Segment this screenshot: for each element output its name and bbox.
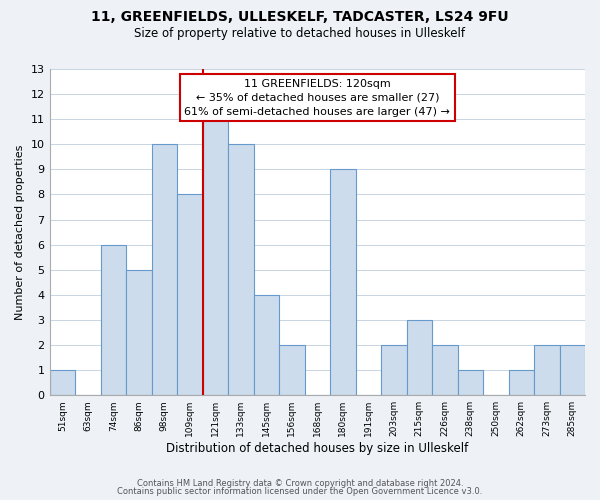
- Text: Size of property relative to detached houses in Ulleskelf: Size of property relative to detached ho…: [134, 28, 466, 40]
- Bar: [407, 320, 432, 395]
- Bar: [432, 345, 458, 395]
- Bar: [177, 194, 203, 395]
- Text: 11, GREENFIELDS, ULLESKELF, TADCASTER, LS24 9FU: 11, GREENFIELDS, ULLESKELF, TADCASTER, L…: [91, 10, 509, 24]
- Text: 11 GREENFIELDS: 120sqm
← 35% of detached houses are smaller (27)
61% of semi-det: 11 GREENFIELDS: 120sqm ← 35% of detached…: [184, 79, 450, 117]
- Y-axis label: Number of detached properties: Number of detached properties: [15, 144, 25, 320]
- Bar: [228, 144, 254, 395]
- Bar: [126, 270, 152, 395]
- Bar: [50, 370, 75, 395]
- Bar: [152, 144, 177, 395]
- Bar: [254, 295, 279, 395]
- Bar: [509, 370, 534, 395]
- Text: Contains public sector information licensed under the Open Government Licence v3: Contains public sector information licen…: [118, 487, 482, 496]
- Bar: [279, 345, 305, 395]
- X-axis label: Distribution of detached houses by size in Ulleskelf: Distribution of detached houses by size …: [166, 442, 469, 455]
- Bar: [560, 345, 585, 395]
- Bar: [381, 345, 407, 395]
- Text: Contains HM Land Registry data © Crown copyright and database right 2024.: Contains HM Land Registry data © Crown c…: [137, 478, 463, 488]
- Bar: [534, 345, 560, 395]
- Bar: [101, 244, 126, 395]
- Bar: [458, 370, 483, 395]
- Bar: [330, 170, 356, 395]
- Bar: [203, 119, 228, 395]
